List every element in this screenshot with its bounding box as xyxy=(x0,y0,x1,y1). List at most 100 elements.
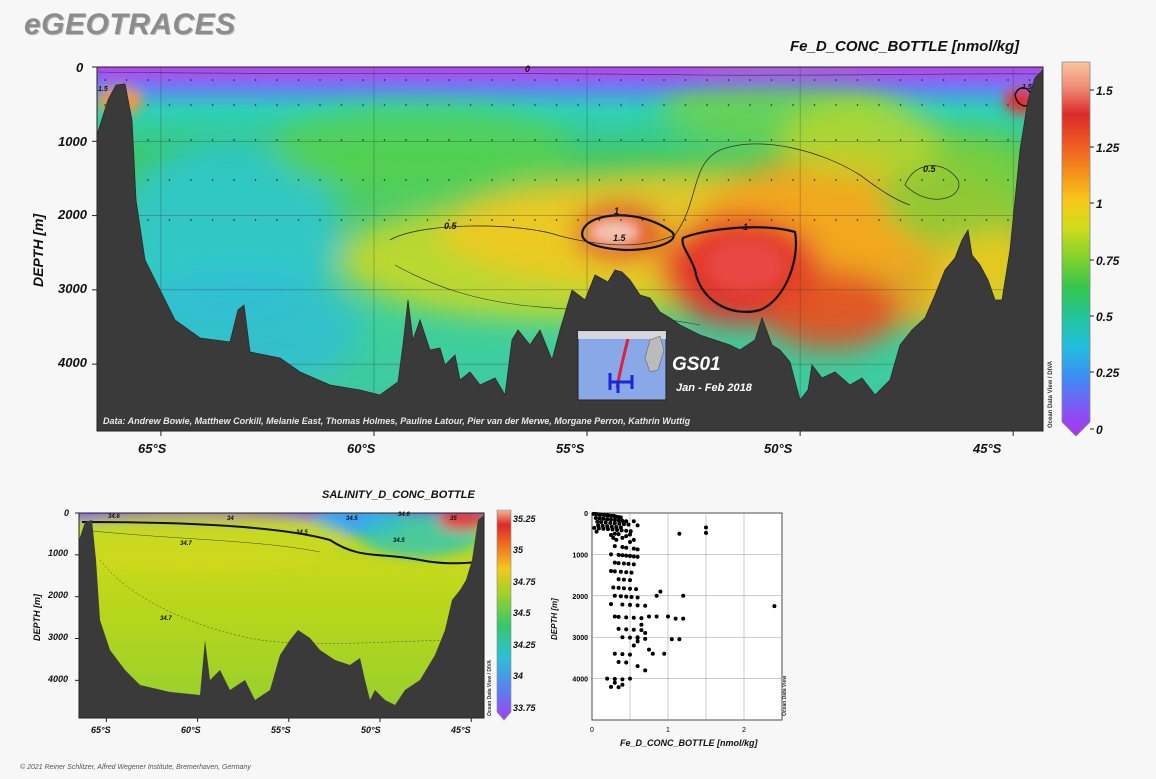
sample-dot xyxy=(405,219,407,221)
sample-dot xyxy=(426,79,429,81)
sample-dot xyxy=(491,139,493,141)
main-plot-frame xyxy=(96,66,1044,432)
scatter-point xyxy=(631,537,636,542)
sample-dot xyxy=(383,79,386,81)
sample-dot xyxy=(641,139,644,141)
sample-dot xyxy=(491,104,493,106)
main-colorbar-tick: 1 xyxy=(1096,197,1103,211)
scatter-point xyxy=(624,545,629,550)
sample-dot xyxy=(383,219,386,221)
sample-dot xyxy=(211,179,214,181)
sample-dot xyxy=(469,139,472,141)
scatter-point xyxy=(615,527,620,532)
sample-dot xyxy=(964,219,966,221)
sal-colorbar-tick: 34.25 xyxy=(513,640,536,650)
scatter-point xyxy=(628,578,632,583)
fe-section-field xyxy=(97,67,1052,431)
sample-dot xyxy=(921,104,923,106)
scatter-point xyxy=(593,515,598,520)
scatter-x-tick: 2 xyxy=(742,727,746,734)
sample-dot xyxy=(684,179,687,181)
scatter-point xyxy=(605,676,610,681)
sample-dot xyxy=(469,219,472,221)
scatter-point xyxy=(609,552,613,557)
sal-contour-label: 34.5 xyxy=(393,538,405,544)
sample-dot xyxy=(512,139,515,141)
odv-attribution-scatter: Ocean Data View xyxy=(782,675,788,716)
scatter-point xyxy=(654,614,659,619)
scatter-point xyxy=(635,547,640,552)
scatter-point xyxy=(658,589,663,594)
sample-dot xyxy=(147,104,149,106)
scatter-point xyxy=(597,516,602,521)
scatter-point xyxy=(628,554,632,559)
sample-dot xyxy=(620,79,622,81)
contour-label: 0 xyxy=(525,64,531,74)
sample-dot xyxy=(577,79,579,81)
scatter-x-tick: 0 xyxy=(590,727,594,734)
scatter-point xyxy=(595,519,600,524)
sample-dot xyxy=(297,179,300,181)
scatter-point xyxy=(624,553,629,558)
sample-dot xyxy=(426,179,429,181)
sample-dot xyxy=(770,79,773,81)
sample-dot xyxy=(813,104,816,106)
sample-dot xyxy=(362,104,364,106)
sal-x-tick: 55°S xyxy=(271,725,291,735)
sample-dot xyxy=(1050,219,1052,221)
sal-y-tick: 1000 xyxy=(48,548,69,558)
sample-dot xyxy=(319,179,321,181)
scatter-point xyxy=(631,615,636,620)
scatter-point xyxy=(639,616,644,621)
scatter-points xyxy=(591,511,777,690)
main-colorbar-tick: 1.25 xyxy=(1096,141,1120,155)
sample-dot xyxy=(727,79,730,81)
scatter-point xyxy=(616,552,621,557)
sample-dot xyxy=(985,104,988,106)
salinity-section-field xyxy=(79,513,484,718)
sample-dot xyxy=(921,219,923,221)
sample-dot xyxy=(383,179,386,181)
sample-dot xyxy=(770,104,773,106)
sample-dot xyxy=(147,79,149,81)
main-x-tick: 45°S xyxy=(973,441,1002,456)
sample-dot xyxy=(706,219,708,221)
sample-dot xyxy=(448,179,450,181)
scatter-y-tick: 4000 xyxy=(572,677,588,684)
sample-dot xyxy=(555,104,558,106)
sample-dot xyxy=(297,104,300,106)
bathymetry xyxy=(97,69,1043,431)
sample-dot xyxy=(899,139,902,141)
sample-dot xyxy=(276,179,278,181)
main-x-tick: 55°S xyxy=(556,441,585,456)
scatter-point xyxy=(677,637,682,642)
sample-dot xyxy=(405,139,407,141)
sample-dot xyxy=(663,79,665,81)
scatter-point xyxy=(628,652,632,657)
sample-dot xyxy=(964,139,966,141)
sample-dot xyxy=(512,219,515,221)
egeotraces-logo: eGEOTRACES xyxy=(24,8,236,41)
scatter-point xyxy=(635,595,640,600)
sample-dot xyxy=(534,139,536,141)
scatter-point xyxy=(631,643,636,648)
scatter-point xyxy=(624,660,629,665)
sample-dot xyxy=(1007,219,1009,221)
sal-contour-label: 34.7 xyxy=(160,616,172,622)
sample-dot xyxy=(190,104,192,106)
sample-dot xyxy=(684,79,687,81)
cruise-dates: Jan - Feb 2018 xyxy=(676,382,752,394)
sample-dot xyxy=(362,179,364,181)
scatter-point xyxy=(673,616,678,621)
sample-dot xyxy=(663,219,665,221)
scatter-point xyxy=(619,528,624,533)
sample-dot xyxy=(899,104,902,106)
main-x-tick: 65°S xyxy=(138,441,167,456)
sample-dot xyxy=(792,139,794,141)
sample-dot xyxy=(598,79,601,81)
scatter-point xyxy=(621,577,626,582)
sample-dot xyxy=(405,104,407,106)
scatter-point xyxy=(624,528,629,533)
odv-attribution-main: Ocean Data View / DIVA xyxy=(1048,360,1054,428)
scatter-point xyxy=(643,636,648,641)
